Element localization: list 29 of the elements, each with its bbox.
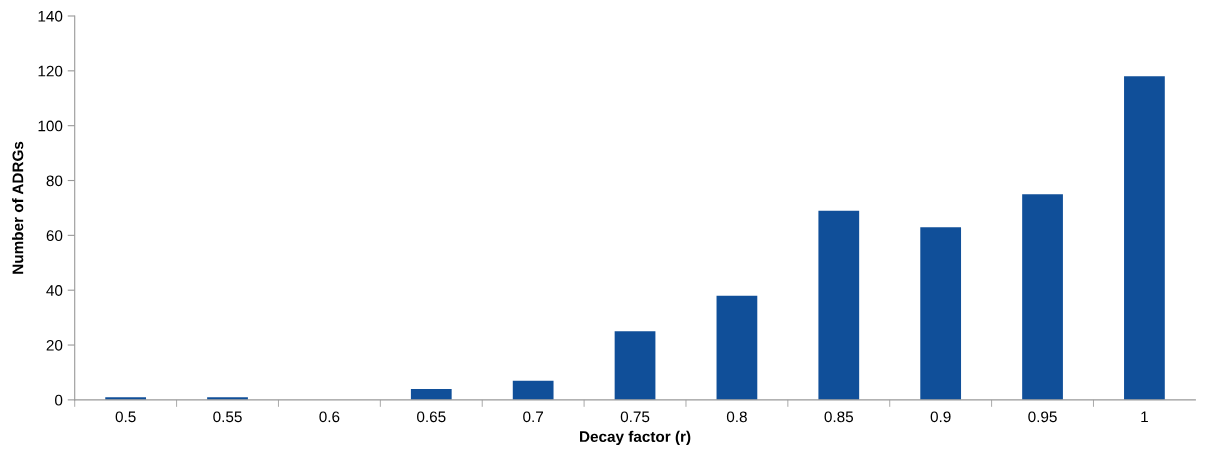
x-tick-label: 0.95 (1028, 411, 1057, 423)
bar (410, 388, 452, 400)
x-tick-label: 0.55 (213, 411, 242, 423)
y-axis-title: Number of ADRGs (12, 141, 24, 274)
x-tick-label: 0.8 (726, 411, 747, 423)
y-tick-label: 80 (46, 175, 63, 187)
y-tick-label: 100 (38, 120, 63, 132)
x-tick-label: 0.9 (930, 411, 951, 423)
y-tick-label: 140 (38, 10, 63, 22)
y-tick-label: 60 (46, 230, 63, 242)
x-axis-title: Decay factor (r) (580, 430, 691, 446)
y-tick-label: 40 (46, 285, 63, 296)
y-tick-label: 0 (55, 394, 63, 406)
x-tick-label: 0.65 (417, 411, 446, 423)
x-tick-label: 0.6 (319, 411, 340, 423)
x-tick-label: 0.5 (115, 411, 136, 423)
bar (1022, 194, 1063, 400)
bar (512, 380, 554, 400)
bar (716, 295, 758, 400)
y-tick-label: 20 (46, 339, 63, 351)
x-tick-label: 1 (1141, 411, 1148, 423)
y-tick-label: 120 (38, 65, 63, 77)
bar (818, 210, 860, 400)
bar (614, 331, 656, 400)
x-tick-label: 0.75 (620, 411, 650, 423)
x-tick-label: 0.85 (824, 411, 854, 423)
bar (920, 227, 962, 400)
bar (1124, 76, 1165, 400)
x-tick-label: 0.7 (523, 411, 544, 423)
